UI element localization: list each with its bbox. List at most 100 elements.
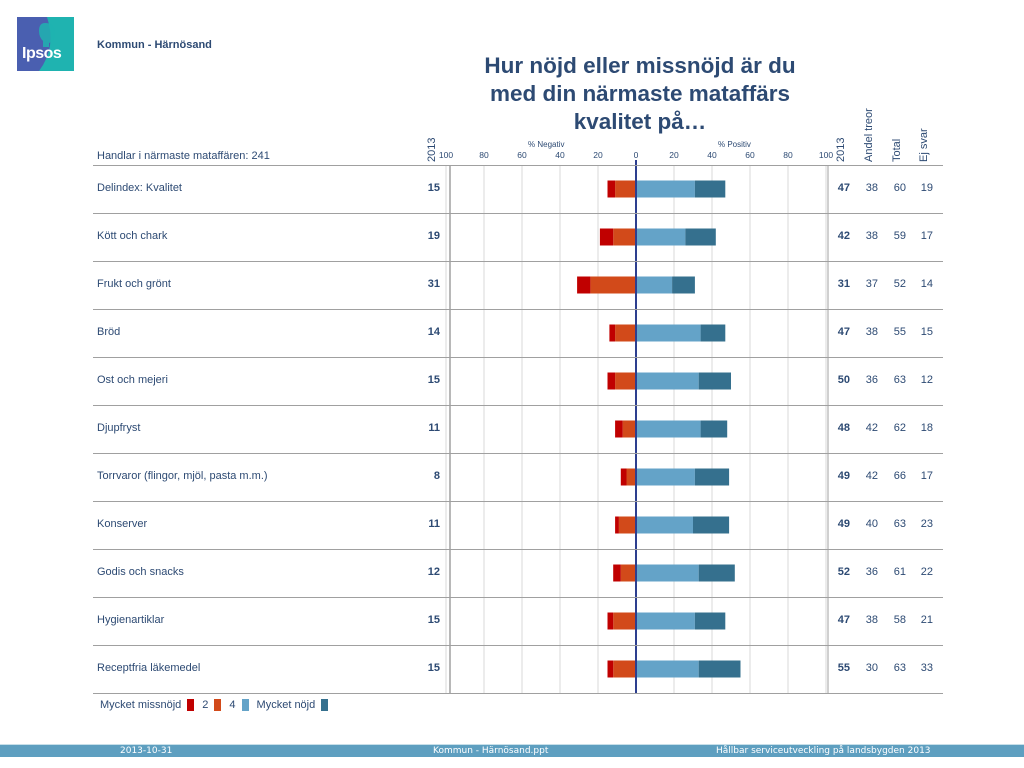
neg-2013-value: 11	[428, 518, 440, 530]
andel-treor-value: 38	[865, 326, 878, 338]
neg-2013-value: 14	[427, 326, 440, 338]
andel-treor-value: 38	[865, 614, 878, 626]
title-line: Hur nöjd eller missnöjd är du	[484, 53, 796, 78]
category-label: Konserver	[97, 518, 148, 530]
total-value: 60	[893, 182, 906, 194]
legend-label-mycket-missnojd: Mycket missnöjd	[100, 699, 182, 711]
row-separator	[93, 405, 943, 406]
bar-segment-mycket-nojd	[698, 372, 731, 390]
pos-2013-value: 52	[837, 566, 850, 578]
total-value: 61	[893, 566, 906, 578]
bar-segment-mycket-missnojd	[613, 564, 621, 582]
total-value: 63	[893, 374, 906, 386]
category-label: Godis och snacks	[97, 566, 184, 578]
axis-pos-label: % Positiv	[718, 140, 751, 149]
legend-label-2: 2	[202, 699, 209, 711]
pos-2013-value: 48	[837, 422, 850, 434]
row-separator	[93, 261, 943, 262]
row-separator	[93, 693, 943, 694]
bar-segment-2	[618, 516, 636, 534]
neg-2013-value: 15	[427, 374, 440, 386]
bar-segment-4	[636, 276, 673, 294]
bar-segment-mycket-missnojd	[599, 228, 614, 246]
category-label: Torrvaror (flingor, mjöl, pasta m.m.)	[97, 470, 268, 482]
bar-segment-2	[622, 420, 636, 438]
bar-segment-mycket-nojd	[700, 420, 728, 438]
andel-treor-value: 40	[865, 518, 878, 530]
andel-treor-value: 42	[865, 470, 878, 482]
tick-label: 40	[555, 150, 565, 160]
bar-segment-2	[620, 564, 636, 582]
bar-segment-4	[636, 612, 695, 630]
bar-segment-4	[636, 660, 699, 678]
bar-segment-mycket-nojd	[694, 180, 726, 198]
ej-svar-value: 19	[920, 182, 933, 194]
bar-segment-2	[613, 228, 636, 246]
andel-treor-value: 30	[865, 662, 878, 674]
bar-segment-2	[613, 612, 636, 630]
tick-label: 80	[783, 150, 793, 160]
legend: Mycket missnöjd 2 4 Mycket nöjd	[100, 699, 336, 711]
bar-segment-4	[636, 468, 695, 486]
axis-neg-label: % Negativ	[528, 140, 565, 149]
ej-svar-value: 21	[920, 614, 933, 626]
ej-svar-value: 17	[920, 230, 933, 242]
ej-svar-value: 18	[920, 422, 933, 434]
logo-text: Ipsos	[22, 45, 62, 62]
andel-treor-value: 42	[865, 422, 878, 434]
bar-segment-mycket-nojd	[672, 276, 695, 294]
category-label: Hygienartiklar	[97, 614, 165, 626]
pos-2013-value: 49	[837, 470, 850, 482]
neg-2013-value: 11	[428, 422, 440, 434]
bar-segment-2	[590, 276, 636, 294]
row-separator	[93, 165, 943, 166]
bar-segment-4	[636, 564, 699, 582]
bar-segment-mycket-nojd	[694, 468, 730, 486]
bar-segment-mycket-nojd	[694, 612, 726, 630]
bar-segment-4	[636, 228, 686, 246]
neg-2013-value: 15	[427, 182, 440, 194]
pos-2013-value: 47	[837, 182, 850, 194]
category-label: Delindex: Kvalitet	[97, 182, 182, 194]
row-separator	[93, 501, 943, 502]
tick-label: 20	[669, 150, 679, 160]
andel-treor-value: 38	[865, 230, 878, 242]
tick-label: 40	[707, 150, 717, 160]
ej-svar-value: 23	[920, 518, 933, 530]
tick-label: 100	[438, 150, 454, 160]
bar-segment-2	[626, 468, 636, 486]
ej-svar-value: 12	[920, 374, 933, 386]
bar-segment-mycket-nojd	[693, 516, 730, 534]
logo-graphic	[17, 17, 74, 71]
category-label: Frukt och grönt	[97, 278, 171, 290]
bar-segment-mycket-missnojd	[620, 468, 627, 486]
tick-label: 20	[593, 150, 603, 160]
total-value: 59	[893, 230, 906, 242]
neg-2013-value: 12	[427, 566, 440, 578]
tick-label: 100	[818, 150, 834, 160]
tick-label: 0	[633, 150, 639, 160]
bar-segment-mycket-nojd	[698, 660, 741, 678]
bar-segment-2	[613, 660, 636, 678]
ej-svar-value: 14	[920, 278, 933, 290]
footer-date: 2013-10-31	[120, 746, 173, 756]
ipsos-logo: Ipsos	[17, 17, 74, 71]
bar-segment-mycket-missnojd	[615, 516, 619, 534]
bar-segment-4	[636, 180, 695, 198]
total-value: 63	[893, 662, 906, 674]
total-value: 66	[893, 470, 906, 482]
total-value: 52	[893, 278, 906, 290]
neg-2013-value: 8	[433, 470, 440, 482]
bar-segment-mycket-missnojd	[607, 612, 614, 630]
bar-segment-mycket-missnojd	[607, 372, 616, 390]
neg-2013-value: 31	[427, 278, 440, 290]
pos-2013-value: 47	[837, 326, 850, 338]
total-value: 55	[893, 326, 906, 338]
bar-segment-4	[636, 516, 693, 534]
bar-segment-mycket-nojd	[698, 564, 735, 582]
total-value: 63	[893, 518, 906, 530]
bar-segment-mycket-missnojd	[607, 660, 614, 678]
andel-treor-value: 36	[865, 374, 878, 386]
ej-svar-value: 17	[920, 470, 933, 482]
